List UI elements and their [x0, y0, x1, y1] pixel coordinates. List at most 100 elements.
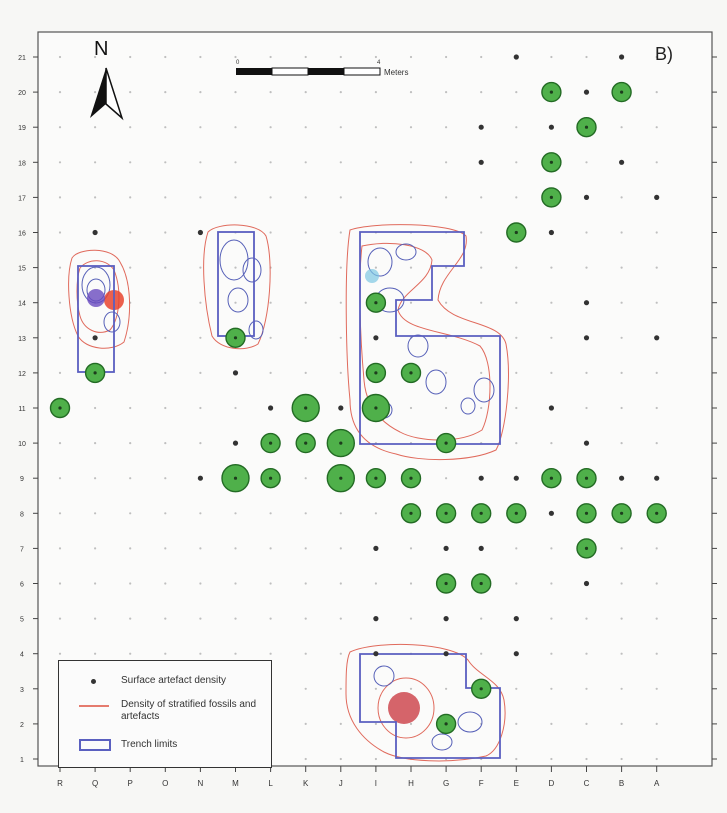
grid-point: [234, 55, 237, 59]
surface-density-dot: [373, 651, 379, 657]
y-tick-label: 16: [18, 231, 26, 238]
grid-point: [550, 652, 553, 655]
x-tick-label: F: [479, 779, 484, 788]
surface-density-dot: [338, 405, 344, 411]
density-hotspots: [87, 269, 420, 724]
grid-point: [269, 336, 272, 339]
y-tick-label: 12: [18, 371, 26, 378]
grid-point: [445, 687, 448, 690]
contour-blue: [248, 320, 264, 340]
grid-point: [550, 266, 553, 269]
grid-point: [199, 582, 202, 585]
surface-density-dot: [583, 89, 590, 95]
scale-end: 4: [377, 60, 381, 66]
grid-point: [164, 161, 167, 164]
grid-point: [94, 512, 97, 515]
grid-point: [480, 231, 483, 234]
grid-point: [515, 91, 518, 94]
surface-density-center: [514, 230, 518, 235]
grid-point: [58, 582, 62, 585]
grid-point: [234, 512, 237, 515]
surface-density-center: [584, 546, 589, 551]
grid-point: [304, 161, 307, 164]
scale-unit: Meters: [384, 68, 408, 77]
surface-density-dot: [443, 616, 449, 622]
surface-density-center: [93, 371, 97, 375]
surface-density-dot: [619, 475, 625, 481]
x-tick-label: L: [268, 779, 273, 788]
surface-density-dot: [654, 335, 660, 341]
grid-point: [409, 547, 413, 550]
surface-density-center: [58, 406, 62, 410]
grid-point: [269, 301, 272, 304]
grid-point: [445, 126, 448, 129]
surface-density-center: [374, 371, 378, 375]
grid-point: [164, 406, 167, 410]
grid-point: [129, 512, 132, 515]
y-tick-label: 17: [18, 195, 26, 202]
grid-point: [655, 301, 658, 304]
grid-point: [304, 196, 307, 199]
grid-point: [269, 196, 272, 199]
grid-point: [550, 547, 553, 550]
grid-point: [515, 722, 518, 726]
grid-point: [374, 126, 377, 129]
grid-point: [550, 582, 553, 585]
grid-point: [480, 91, 483, 94]
legend: Surface artefact density Density of stra…: [58, 660, 272, 768]
grid-point: [164, 126, 167, 129]
grid-point: [655, 161, 658, 164]
grid-point: [480, 336, 483, 339]
surface-density-dot: [197, 475, 203, 481]
grid-point: [655, 126, 658, 129]
y-tick-label: 18: [18, 160, 26, 167]
grid-point: [374, 161, 377, 164]
grid-point: [480, 371, 483, 374]
x-tick-label: K: [303, 779, 309, 788]
x-tick-label: O: [162, 779, 168, 788]
north-label: N: [94, 38, 109, 60]
grid-point: [94, 406, 97, 410]
y-tick-label: 2: [20, 722, 24, 729]
grid-point: [164, 512, 167, 515]
grid-point: [515, 196, 518, 199]
grid-point: [199, 406, 202, 410]
grid-point: [585, 266, 588, 269]
grid-point: [655, 371, 658, 374]
surface-density-dot: [513, 54, 519, 60]
grid-point: [374, 91, 377, 94]
grid-point: [409, 582, 413, 585]
grid-point: [94, 126, 97, 129]
grid-point: [339, 687, 342, 690]
grid-point: [550, 757, 553, 761]
surface-density-center: [584, 125, 589, 129]
grid-point: [199, 161, 202, 164]
grid-point: [515, 336, 518, 339]
grid-point: [655, 757, 658, 761]
x-tick-label: G: [443, 779, 449, 788]
grid-point: [129, 617, 132, 620]
grid-point: [199, 55, 202, 59]
grid-point: [234, 161, 237, 164]
y-tick-label: 13: [18, 336, 26, 343]
grid-point: [585, 722, 588, 726]
surface-density-dot: [583, 335, 590, 341]
y-tick-label: 19: [18, 125, 26, 132]
grid-point: [480, 301, 483, 304]
grid-point: [550, 722, 553, 726]
x-tick-label: E: [514, 779, 519, 788]
grid-point: [129, 266, 132, 269]
contour-blue: [227, 287, 249, 313]
surface-density-dot: [373, 335, 379, 341]
grid-point: [550, 371, 553, 374]
grid-point: [199, 126, 202, 129]
x-tick-label: P: [128, 779, 133, 788]
grid-point: [515, 582, 518, 585]
grid-point: [445, 301, 448, 304]
grid-point: [164, 55, 167, 59]
surface-density-dot: [443, 545, 449, 552]
hotspot-blue: [87, 289, 105, 307]
grid-point: [655, 652, 658, 655]
surface-density-center: [479, 581, 483, 586]
grid-point: [94, 55, 97, 59]
